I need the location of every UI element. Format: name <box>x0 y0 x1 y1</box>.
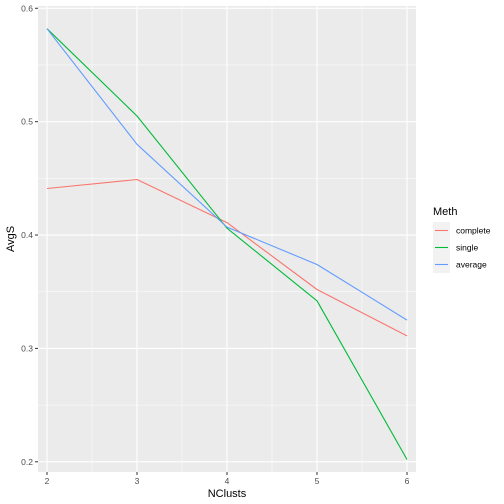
x-axis-title: NClusts <box>208 488 247 500</box>
axis-ticks <box>35 7 408 475</box>
tick-labels: 2 3 4 5 6 0.2 0.3 0.4 0.5 0.6 <box>21 3 409 486</box>
legend-title: Meth <box>433 206 457 218</box>
series-lines <box>46 28 408 460</box>
x-tick-label: 6 <box>405 476 410 486</box>
x-tick-label: 2 <box>45 476 50 486</box>
legend: Meth complete single average <box>433 206 491 273</box>
y-tick-label: 0.3 <box>21 343 33 353</box>
legend-keys: complete single average <box>433 222 491 273</box>
series-line-single <box>46 28 408 460</box>
x-tick-label: 5 <box>315 476 320 486</box>
y-tick-label: 0.4 <box>21 230 33 240</box>
y-tick-label: 0.2 <box>21 457 33 467</box>
y-axis-title: AvgS <box>5 226 17 252</box>
series-line-average <box>46 28 408 321</box>
legend-label-average: average <box>456 260 487 270</box>
legend-label-complete: complete <box>456 226 491 236</box>
x-tick-label: 4 <box>225 476 230 486</box>
y-tick-label: 0.6 <box>21 3 33 13</box>
major-gridlines <box>38 6 416 472</box>
series-line-complete <box>46 178 408 337</box>
y-tick-label: 0.5 <box>21 117 33 127</box>
legend-label-single: single <box>456 243 478 253</box>
x-tick-label: 3 <box>135 476 140 486</box>
